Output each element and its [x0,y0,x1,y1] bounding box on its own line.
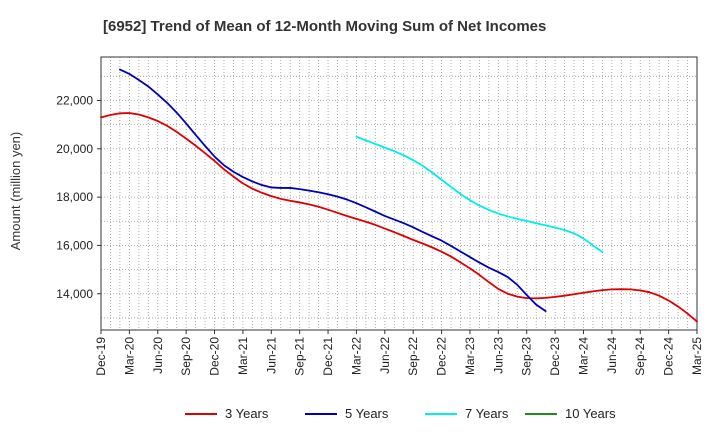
y-tick-label: 20,000 [56,142,93,156]
y-axis-label: Amount (million yen) [8,132,23,251]
x-tick-label: Jun-22 [378,337,392,374]
x-tick-label: Sep-23 [520,337,534,376]
x-tick-label: Mar-25 [690,337,704,375]
legend-label-3-years: 3 Years [225,406,269,421]
x-tick-label: Mar-24 [576,337,590,375]
plot-frame [100,56,698,331]
x-axis: Dec-19 Mar-20 Jun-20 Sep-20 Dec-20 Mar-21 Jun-… [94,330,704,376]
x-tick-label: Dec-24 [662,337,676,376]
x-tick-label: Jun-21 [264,337,278,374]
x-tick-label: Jun-20 [151,337,165,374]
y-tick-label: 22,000 [56,93,93,107]
series-line-5-years [119,68,547,313]
series-line-3-years [100,112,698,323]
y-tick-label: 16,000 [56,238,93,252]
x-tick-label: Mar-22 [349,337,363,375]
x-tick-label: Mar-23 [463,337,477,375]
y-tick-label: 18,000 [56,190,93,204]
x-tick-label: Sep-22 [406,337,420,376]
y-tick-label: 14,000 [56,287,93,301]
x-tick-label: Dec-20 [208,337,222,376]
x-tick-label: Mar-20 [122,337,136,375]
series-line-7-years [355,135,604,253]
x-tick-label: Sep-24 [633,337,647,376]
legend-label-7-years: 7 Years [465,406,509,421]
chart-title: [6952] Trend of Mean of 12-Month Moving … [103,18,546,35]
x-tick-label: Jun-24 [605,337,619,374]
x-tick-label: Jun-23 [491,337,505,374]
series-lines [100,68,698,323]
x-tick-label: Dec-22 [435,337,449,376]
x-tick-label: Dec-19 [94,337,108,376]
y-axis: 14,000 16,000 18,000 20,000 22,000 [56,93,101,301]
x-tick-label: Mar-21 [236,337,250,375]
x-tick-label: Dec-21 [321,337,335,376]
x-tick-label: Sep-20 [179,337,193,376]
x-tick-label: Dec-23 [548,337,562,376]
legend: 3 Years 5 Years 7 Years 10 Years [185,406,616,421]
legend-label-10-years: 10 Years [565,406,616,421]
legend-label-5-years: 5 Years [345,406,389,421]
x-tick-label: Sep-21 [293,337,307,376]
